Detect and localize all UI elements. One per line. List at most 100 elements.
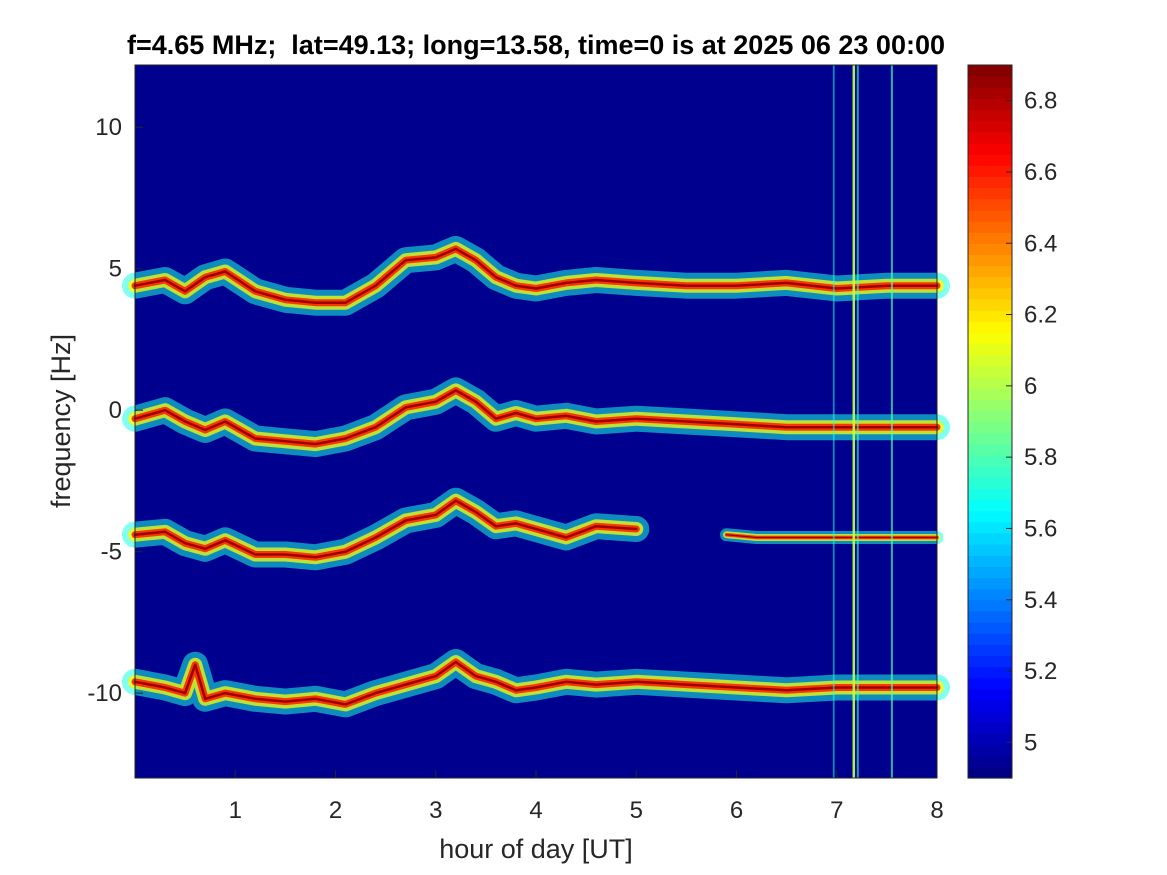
colorbar-tick-label: 6.4 bbox=[1024, 230, 1057, 257]
x-axis-ticks: 1 2 3 4 5 6 7 8 bbox=[229, 770, 944, 824]
colorbar-band bbox=[968, 131, 1012, 144]
x-tick-label: 8 bbox=[930, 797, 943, 824]
colorbar-band bbox=[968, 521, 1012, 534]
colorbar-tick-label: 5 bbox=[1024, 729, 1037, 756]
x-tick-label: 6 bbox=[730, 797, 743, 824]
colorbar-band bbox=[968, 388, 1012, 400]
trace-line bbox=[725, 534, 938, 539]
trace-line bbox=[133, 247, 939, 304]
y-tick-label: -5 bbox=[101, 539, 122, 566]
colorbar-tick-label: 6.2 bbox=[1024, 302, 1057, 329]
colorbar-band bbox=[968, 633, 1012, 645]
colorbar-band bbox=[968, 711, 1012, 723]
spectral-trace bbox=[122, 377, 950, 458]
colorbar-band bbox=[968, 555, 1012, 567]
colorbar-band bbox=[968, 176, 1012, 189]
colorbar-band bbox=[968, 466, 1012, 478]
colorbar-frame bbox=[967, 64, 1013, 779]
colorbar-band bbox=[968, 165, 1012, 178]
colorbar-band bbox=[968, 499, 1012, 512]
colorbar-band bbox=[968, 610, 1012, 623]
colorbar-band bbox=[968, 220, 1012, 233]
colorbar-band bbox=[968, 755, 1012, 768]
colorbar-band bbox=[968, 298, 1012, 311]
x-tick-label: 7 bbox=[830, 797, 843, 824]
y-axis-label: frequency [Hz] bbox=[46, 334, 76, 508]
trace-line bbox=[133, 499, 638, 559]
colorbar-band bbox=[968, 321, 1012, 333]
colorbar-band bbox=[968, 276, 1012, 289]
colorbar-band bbox=[968, 154, 1012, 166]
colorbar-ticks: 5 5.2 5.4 5.6 5.8 6 6.2 6.4 6.6 6.8 bbox=[1006, 88, 1057, 779]
colorbar-band bbox=[968, 688, 1012, 701]
trace-line bbox=[133, 389, 939, 446]
colorbar-band bbox=[968, 488, 1012, 501]
colorbar-band bbox=[968, 265, 1012, 278]
colorbar-band bbox=[968, 343, 1012, 356]
colorbar-band bbox=[968, 287, 1012, 300]
colorbar-band bbox=[968, 443, 1012, 456]
colorbar-band bbox=[968, 310, 1012, 322]
colorbar-band bbox=[968, 254, 1012, 267]
colorbar-band bbox=[968, 421, 1012, 434]
colorbar-band bbox=[968, 209, 1012, 222]
colorbar-band bbox=[968, 622, 1012, 634]
colorbar-band bbox=[968, 87, 1012, 100]
y-tick-label: 0 bbox=[109, 397, 122, 424]
colorbar-band bbox=[968, 577, 1012, 590]
colorbar-band bbox=[968, 76, 1012, 88]
colorbar-gradient bbox=[968, 65, 1012, 779]
colorbar-band bbox=[968, 399, 1012, 411]
colorbar-band bbox=[968, 532, 1012, 545]
colorbar-tick-label: 5.4 bbox=[1024, 587, 1057, 614]
colorbar-band bbox=[968, 109, 1012, 122]
colorbar-band bbox=[968, 666, 1012, 679]
colorbar-band bbox=[968, 566, 1012, 579]
spectral-trace bbox=[720, 528, 944, 544]
x-axis-label: hour of day [UT] bbox=[439, 834, 633, 864]
colorbar-band bbox=[968, 510, 1012, 523]
colorbar-band bbox=[968, 142, 1012, 155]
y-tick-label: -10 bbox=[87, 680, 122, 707]
colorbar-band bbox=[968, 198, 1012, 211]
colorbar-tick-label: 5.2 bbox=[1024, 658, 1057, 685]
colorbar-band bbox=[968, 65, 1012, 77]
plot-area bbox=[122, 64, 950, 779]
colorbar-band bbox=[968, 588, 1012, 601]
colorbar-band bbox=[968, 332, 1012, 345]
y-tick-label: 5 bbox=[109, 256, 122, 283]
colorbar-tick-label: 6 bbox=[1024, 373, 1037, 400]
colorbar-band bbox=[968, 644, 1012, 657]
colorbar-tick-label: 6.6 bbox=[1024, 159, 1057, 186]
x-tick-label: 4 bbox=[529, 797, 542, 824]
chart-title: f=4.65 MHz; lat=49.13; long=13.58, time=… bbox=[127, 30, 945, 60]
spectral-trace bbox=[122, 487, 650, 571]
colorbar-tick-label: 5.8 bbox=[1024, 444, 1057, 471]
spectral-trace bbox=[122, 235, 950, 316]
colorbar-band bbox=[968, 410, 1012, 423]
x-tick-label: 1 bbox=[229, 797, 242, 824]
colorbar-band bbox=[968, 700, 1012, 712]
colorbar-band bbox=[968, 232, 1012, 244]
colorbar-band bbox=[968, 599, 1012, 612]
colorbar-band bbox=[968, 98, 1012, 111]
colorbar-band bbox=[968, 733, 1012, 746]
colorbar-band bbox=[968, 766, 1012, 779]
colorbar-band bbox=[968, 544, 1012, 556]
colorbar-band bbox=[968, 655, 1012, 668]
colorbar-tick-label: 6.8 bbox=[1024, 88, 1057, 115]
colorbar-band bbox=[968, 376, 1012, 389]
colorbar-band bbox=[968, 722, 1012, 735]
colorbar-band bbox=[968, 454, 1012, 467]
x-tick-label: 2 bbox=[329, 797, 342, 824]
traces-layer bbox=[122, 235, 950, 718]
trace-line bbox=[133, 660, 939, 706]
colorbar-band bbox=[968, 677, 1012, 690]
y-axis-ticks: 10 5 0 -5 -10 bbox=[87, 114, 143, 707]
colorbar-band bbox=[968, 187, 1012, 200]
colorbar-band bbox=[968, 365, 1012, 378]
streaks-layer bbox=[832, 65, 893, 778]
x-tick-label: 3 bbox=[429, 797, 442, 824]
colorbar-band bbox=[968, 120, 1012, 133]
